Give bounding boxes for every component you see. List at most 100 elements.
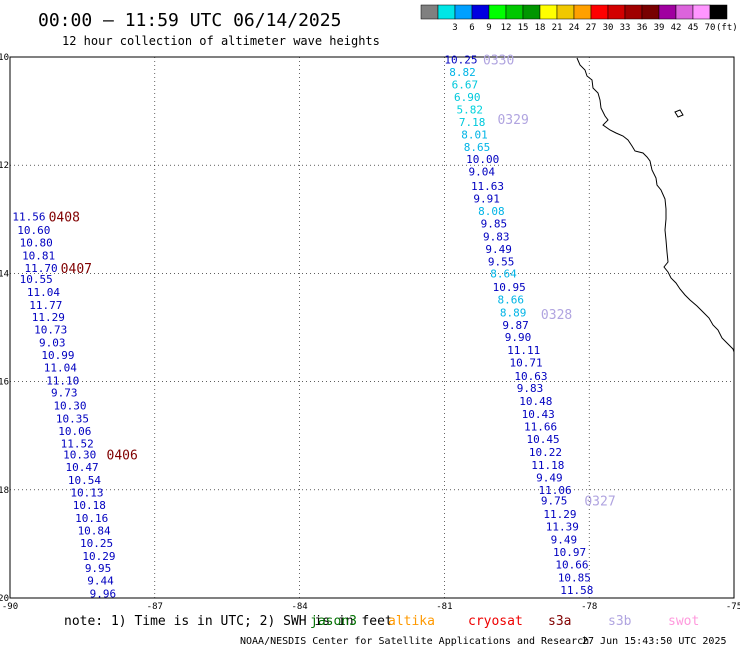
track-id-label: 0329 xyxy=(497,113,528,128)
wave-height-value: 10.25 xyxy=(80,537,113,550)
wave-height-value: 8.01 xyxy=(461,128,488,141)
legend-swatch xyxy=(641,4,660,20)
track-id-label: 0330 xyxy=(483,54,514,69)
wave-height-value: 10.30 xyxy=(63,449,96,462)
legend-swatch-label: 45 xyxy=(688,23,699,33)
wave-height-value: 9.04 xyxy=(469,166,496,179)
legend-swatch-label: 27 xyxy=(586,23,597,33)
wave-height-legend: 3 6 9 12 15 18 21 24 27 30 33 36 39 42 45 70 xyxy=(420,4,728,33)
island-outline xyxy=(674,109,684,118)
wave-height-value: 9.95 xyxy=(85,562,112,575)
wave-height-value: 10.45 xyxy=(526,433,559,446)
legend-swatch xyxy=(692,4,711,20)
map-frame xyxy=(9,56,735,599)
legend-swatch-label: 70 xyxy=(705,23,716,33)
legend-swatch xyxy=(522,4,541,20)
satellite-label-s3b: s3b xyxy=(608,614,632,629)
wave-height-value: 7.18 xyxy=(459,116,486,129)
wave-height-value: 9.49 xyxy=(536,471,563,484)
legend-swatch xyxy=(607,4,626,20)
wave-height-value: 10.16 xyxy=(75,512,108,525)
legend-swatch-label: 39 xyxy=(654,23,665,33)
wave-height-value: 10.29 xyxy=(82,550,115,563)
legend-swatch-label: 42 xyxy=(671,23,682,33)
page-subtitle: 12 hour collection of altimeter wave hei… xyxy=(62,34,380,48)
track-id-label: 0406 xyxy=(107,449,138,464)
wave-height-value: 9.73 xyxy=(51,386,78,399)
latitude-labels: -10 -12 -14 -16 -18 -20 xyxy=(0,53,9,604)
wave-height-value: 10.55 xyxy=(20,273,53,286)
wave-height-value: 11.10 xyxy=(46,375,79,388)
legend-swatch xyxy=(658,4,677,20)
legend-swatch-label: 30 xyxy=(603,23,614,33)
wave-height-value: 10.35 xyxy=(56,412,89,425)
wave-height-value: 10.00 xyxy=(466,153,499,166)
legend-swatch-label: 36 xyxy=(637,23,648,33)
wave-height-value: 10.85 xyxy=(558,571,591,584)
wave-height-value: 6.90 xyxy=(454,91,481,104)
wave-height-value: 10.48 xyxy=(519,395,552,408)
wave-height-value: 8.82 xyxy=(449,66,476,79)
wave-height-value: 10.54 xyxy=(68,474,101,487)
satellite-label-altika: altika xyxy=(388,614,435,629)
legend-swatch xyxy=(471,4,490,20)
lon-label: -87 xyxy=(147,602,163,612)
wave-height-value: 10.63 xyxy=(514,370,547,383)
wave-height-value: 11.66 xyxy=(524,421,557,434)
wave-height-value: 10.99 xyxy=(41,349,74,362)
lat-label: -18 xyxy=(0,486,9,496)
wave-height-value: 9.75 xyxy=(541,495,568,508)
wave-height-value: 9.83 xyxy=(517,382,544,395)
legend-swatch-label: 24 xyxy=(569,23,580,33)
lon-label: -81 xyxy=(436,602,452,612)
legend-swatch xyxy=(590,4,609,20)
legend-swatch-label: 12 xyxy=(501,23,512,33)
legend-unit: (ft) xyxy=(716,23,738,33)
wave-height-value: 10.73 xyxy=(34,324,67,337)
wave-height-points: 10.258.826.676.905.827.188.018.6510.009.… xyxy=(12,54,593,601)
satellite-legend: jason3 altika cryosat s3a s3b swot xyxy=(310,614,699,629)
track-id-label: 0327 xyxy=(584,495,615,510)
wave-height-value: 10.47 xyxy=(66,461,99,474)
legend-swatch xyxy=(505,4,524,20)
wave-height-value: 11.18 xyxy=(531,459,564,472)
legend-swatch-label: 18 xyxy=(535,23,546,33)
wave-height-value: 10.22 xyxy=(529,446,562,459)
satellite-label-cryosat: cryosat xyxy=(468,614,523,629)
wave-height-value: 9.49 xyxy=(551,534,578,547)
wave-height-value: 11.39 xyxy=(546,521,579,534)
track-id-label: 0328 xyxy=(541,308,572,323)
track-id-label: 0408 xyxy=(49,211,80,226)
wave-height-value: 10.25 xyxy=(444,54,477,67)
satellite-label-s3a: s3a xyxy=(548,614,571,629)
legend-swatch xyxy=(709,4,728,20)
legend-swatch-label: 33 xyxy=(620,23,631,33)
wave-height-value: 10.84 xyxy=(78,524,111,537)
wave-height-value: 10.80 xyxy=(20,237,53,250)
lon-label: -90 xyxy=(2,602,18,612)
legend-swatch-label: 15 xyxy=(518,23,529,33)
wave-height-value: 11.11 xyxy=(507,344,540,357)
wave-height-value: 11.06 xyxy=(539,484,572,497)
page-title: 00:00 – 11:59 UTC 06/14/2025 xyxy=(38,10,341,31)
legend-swatch-label: 21 xyxy=(552,23,563,33)
wave-height-value: 9.96 xyxy=(90,588,117,601)
lon-label: -75 xyxy=(726,602,740,612)
wave-height-value: 9.87 xyxy=(502,319,529,332)
satellite-label-swot: swot xyxy=(668,614,699,629)
wave-height-value: 11.29 xyxy=(32,311,65,324)
wave-height-value: 9.90 xyxy=(505,331,532,344)
wave-height-value: 10.06 xyxy=(58,425,91,438)
wave-height-value: 11.04 xyxy=(44,362,77,375)
wave-height-value: 11.70 xyxy=(24,262,57,275)
lat-label: -12 xyxy=(0,161,9,171)
lat-label: -14 xyxy=(0,269,9,279)
lat-label: -16 xyxy=(0,378,9,388)
wave-height-value: 10.13 xyxy=(70,487,103,500)
wave-height-value: 8.66 xyxy=(497,293,524,306)
legend-swatch xyxy=(573,4,592,20)
wave-height-value: 9.85 xyxy=(481,218,508,231)
wave-height-value: 9.83 xyxy=(483,231,510,244)
legend-swatch xyxy=(437,4,456,20)
